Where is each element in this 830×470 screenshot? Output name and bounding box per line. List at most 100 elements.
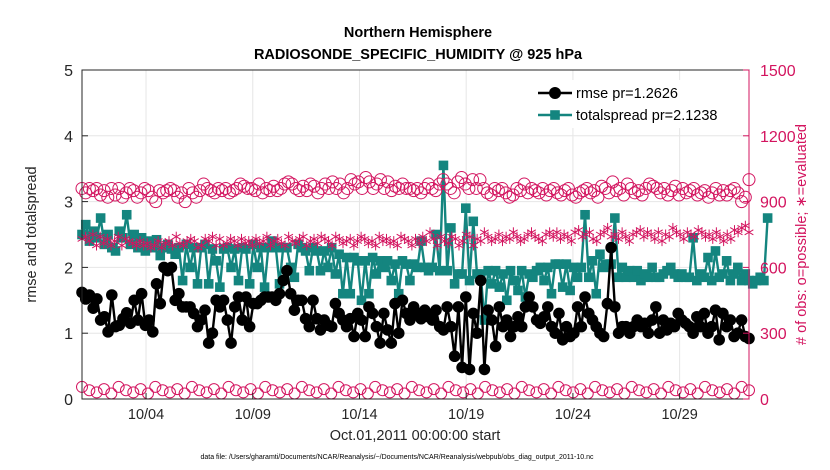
rmse-point [441,301,453,313]
totalspread-point [729,269,739,279]
obs-possible-point [273,386,286,399]
obs-evaluated-point [675,229,685,240]
obs-possible-point [351,175,365,189]
obs-possible-point [237,386,250,399]
totalspread-point [95,213,106,223]
totalspread-series [77,160,773,325]
obs-possible-point [547,181,561,195]
chart-title: Northern Hemisphere [344,25,492,41]
obs-possible-point [558,184,572,198]
totalspread-point [665,262,676,273]
obs-possible-point [156,384,169,397]
rmse-point [687,327,699,340]
rmse-point [307,294,319,307]
obs-possible-point [119,384,132,397]
obs-possible-point [580,181,594,195]
obs-evaluated-point [360,233,370,244]
rmse-point [571,301,584,313]
obs-evaluated-point [512,231,522,242]
obs-possible-point [440,177,454,191]
obs-evaluated-point [733,227,743,238]
obs-evaluated-point [719,236,729,247]
obs-evaluated-point [251,233,261,244]
totalspread-point [170,249,180,260]
rmse-point [568,327,580,340]
obs-evaluated-point [621,231,631,242]
obs-evaluated-point [450,233,460,244]
totalspread-point [576,262,587,273]
rmse-point [378,307,390,320]
obs-possible-point [407,184,421,198]
totalspread-point [207,244,218,254]
obs-possible-point [339,384,352,397]
obs-possible-point [657,181,671,195]
obs-possible-point [532,186,546,200]
rmse-point [504,330,517,343]
obs-possible-point [699,380,712,393]
obs-evaluated-point [135,236,145,247]
totalspread-point [289,272,300,283]
totalspread-point [569,262,579,273]
rmse-point [143,314,155,326]
obs-evaluated-point [494,229,504,240]
obs-possible-point [248,184,262,198]
obs-evaluated-point [149,240,160,251]
obs-possible-point [420,386,433,399]
legend-rmse-label: rmse pr=1.2626 [576,86,678,102]
rmse-point [392,327,405,340]
obs-possible-point [215,184,229,198]
obs-evaluated-point [552,227,562,238]
totalspread-point [587,256,598,266]
y-tick-label-right: 900 [760,195,787,212]
obs-evaluated-point [284,231,294,242]
y-axis-label-right: # of obs: o=possible; ∗=evaluated [794,124,810,345]
obs-possible-point [429,184,443,198]
obs-possible-point [451,175,465,189]
totalspread-point [580,209,590,220]
obs-possible-point [458,177,472,191]
obs-possible-point [156,186,170,200]
rmse-point [404,314,416,326]
rmse-point [471,327,483,340]
obs-possible-point [222,380,235,393]
obs-evaluated-point [117,240,127,251]
obs-possible-point [373,173,387,187]
obs-evaluated-point [679,233,689,244]
obs-evaluated-point [302,240,312,251]
obs-possible-point [595,179,609,193]
obs-evaluated-point [258,236,268,247]
rmse-point [366,307,379,320]
obs-possible-point [654,186,668,200]
obs-possible-point [359,170,373,184]
totalspread-point [244,279,255,289]
obs-evaluated-point [345,233,355,244]
obs-possible-point [376,384,389,397]
obs-possible-point [281,383,294,396]
totalspread-point [270,242,281,253]
totalspread-point [166,244,177,254]
obs-possible-point [104,181,118,195]
obs-possible-point [263,184,277,198]
totalspread-point [371,269,382,279]
obs-evaluated-point [613,233,624,244]
rmse-point [243,320,256,333]
rmse-point [281,264,293,277]
totalspread-point [725,275,736,286]
obs-evaluated-point [657,236,667,247]
obs-possible-point [598,181,612,195]
obs-evaluated-point [229,236,239,247]
obs-evaluated-point [244,236,254,247]
rmse-point [735,314,748,326]
obs-evaluated-point [418,231,428,242]
rmse-point [228,301,241,313]
rmse-point [478,363,491,376]
obs-evaluated-point [95,231,105,242]
obs-evaluated-point [273,233,283,244]
obs-possible-point [523,384,536,397]
obs-possible-point [665,184,679,198]
obs-possible-point [724,184,738,198]
rmse-point [538,310,550,323]
obs-possible-point [493,386,506,399]
obs-evaluated-point [189,236,199,247]
totalspread-point [323,262,333,273]
